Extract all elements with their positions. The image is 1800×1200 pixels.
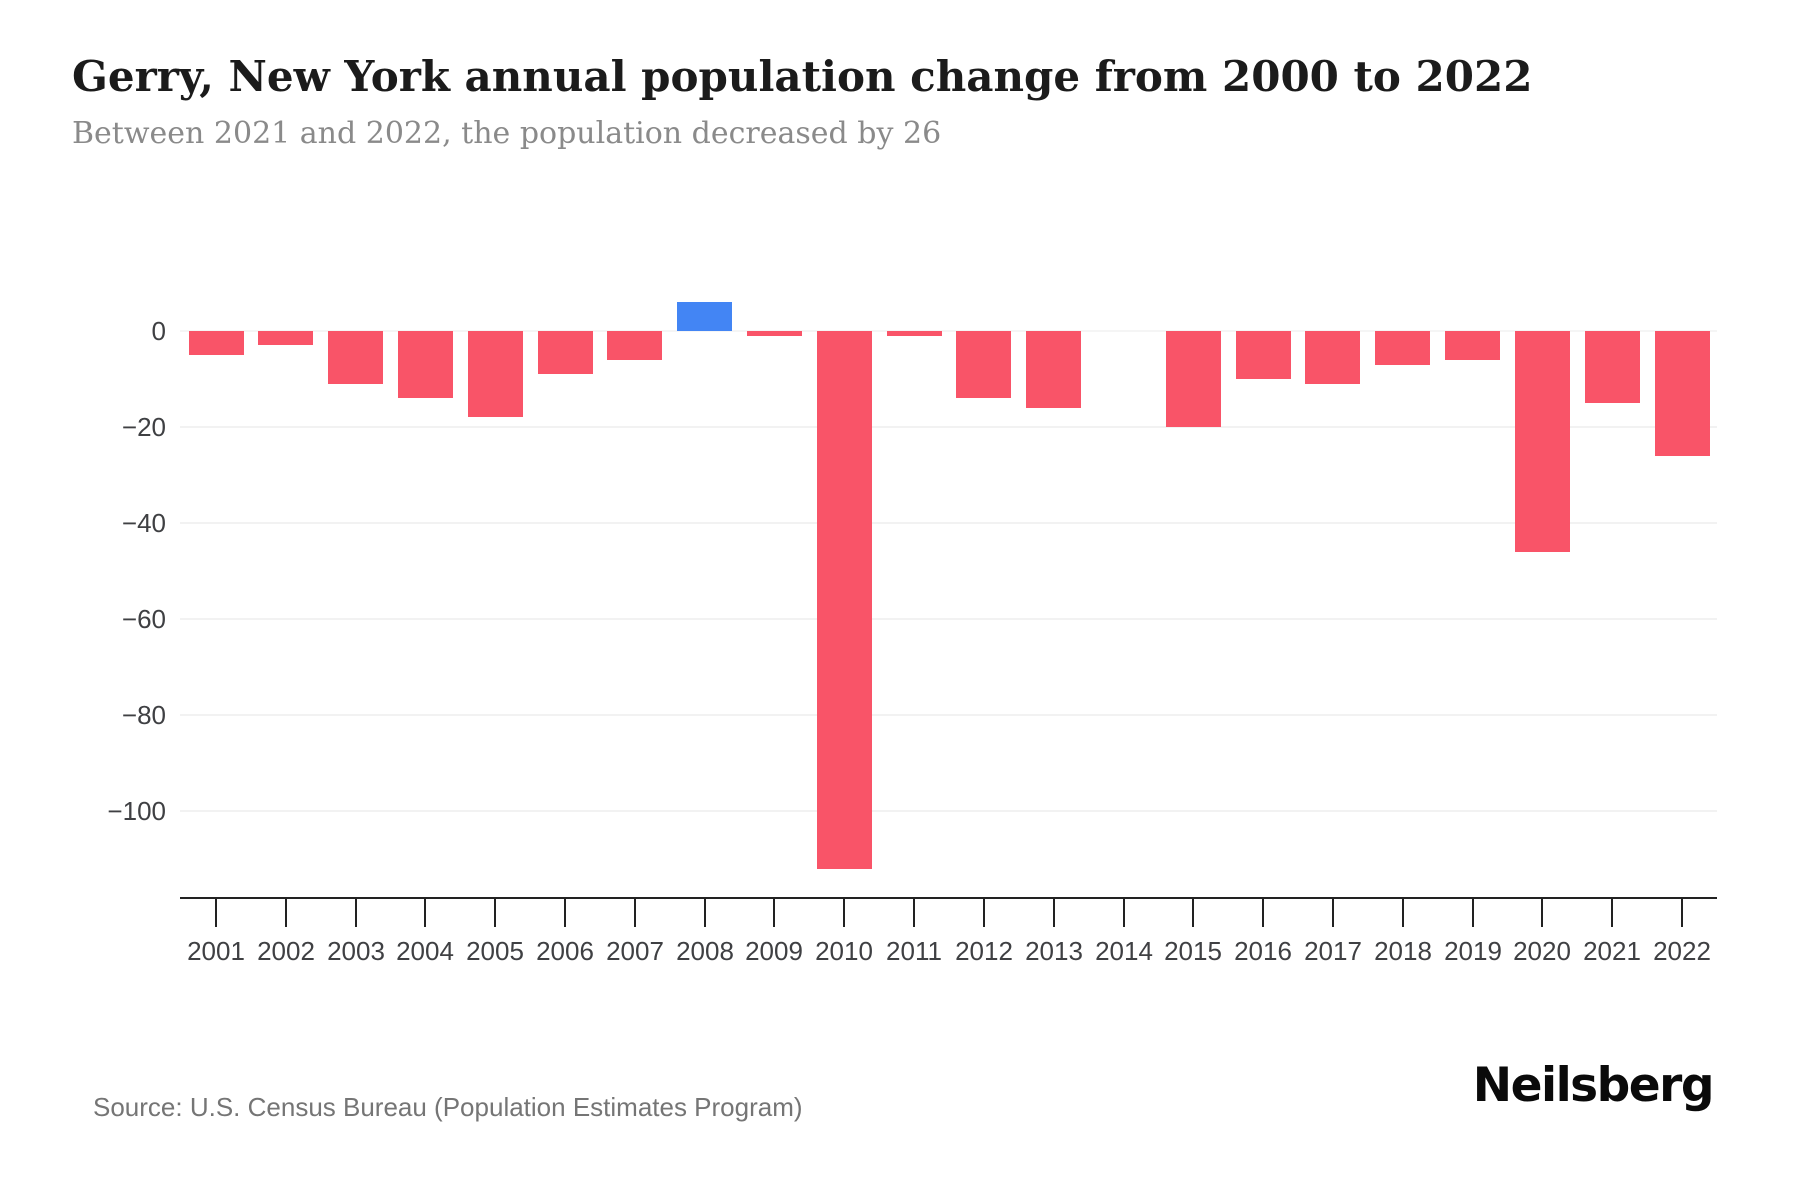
x-axis-tick	[1192, 899, 1194, 927]
bar-2021[interactable]	[1585, 331, 1640, 403]
bar-2003[interactable]	[328, 331, 383, 384]
neilsberg-logo: Neilsberg	[1472, 1058, 1715, 1113]
source-attribution: Source: U.S. Census Bureau (Population E…	[93, 1092, 803, 1122]
y-axis-tick-label: −60	[121, 604, 166, 634]
x-axis-tick-label: 2008	[676, 936, 734, 966]
gridline--60	[180, 618, 1717, 620]
x-axis-tick	[424, 899, 426, 927]
x-axis-tick	[843, 899, 845, 927]
x-axis-tick-label: 2003	[327, 936, 385, 966]
x-axis-tick	[913, 899, 915, 927]
x-axis-tick-label: 2018	[1374, 936, 1432, 966]
x-axis-tick	[355, 899, 357, 927]
bar-2017[interactable]	[1305, 331, 1360, 384]
chart-subtitle: Between 2021 and 2022, the population de…	[72, 116, 942, 151]
gridline--100	[180, 810, 1717, 812]
bar-2012[interactable]	[956, 331, 1011, 398]
x-axis-tick	[215, 899, 217, 927]
chart-title: Gerry, New York annual population change…	[72, 52, 1533, 101]
x-axis-tick	[1402, 899, 1404, 927]
x-axis-tick	[1332, 899, 1334, 927]
bar-2011[interactable]	[887, 331, 942, 336]
x-axis-tick	[494, 899, 496, 927]
bar-2009[interactable]	[747, 331, 802, 336]
bar-2019[interactable]	[1445, 331, 1500, 360]
x-axis-tick-label: 2020	[1513, 936, 1571, 966]
gridline-0	[180, 330, 1717, 332]
bar-2001[interactable]	[189, 331, 244, 355]
x-axis-tick	[285, 899, 287, 927]
bar-2018[interactable]	[1375, 331, 1430, 365]
bar-2006[interactable]	[538, 331, 593, 374]
bar-2004[interactable]	[398, 331, 453, 398]
x-axis-tick-label: 2011	[886, 936, 942, 966]
x-axis-tick-label: 2006	[536, 936, 594, 966]
bar-2013[interactable]	[1026, 331, 1081, 408]
y-axis-tick-label: −40	[121, 508, 166, 538]
x-axis-tick	[1472, 899, 1474, 927]
x-axis-tick-label: 2007	[606, 936, 664, 966]
x-axis-tick	[1541, 899, 1543, 927]
x-axis-tick	[1262, 899, 1264, 927]
y-axis-tick-label: 0	[151, 316, 166, 346]
x-axis-tick-label: 2016	[1234, 936, 1292, 966]
gridline--40	[180, 522, 1717, 524]
y-axis-tick-label: −100	[107, 796, 166, 826]
gridline--20	[180, 426, 1717, 428]
bar-2022[interactable]	[1655, 331, 1710, 456]
bar-2005[interactable]	[468, 331, 523, 417]
bar-2002[interactable]	[258, 331, 313, 345]
x-axis-tick-label: 2014	[1095, 936, 1153, 966]
x-axis-tick-label: 2001	[187, 936, 245, 966]
x-axis-tick-label: 2004	[396, 936, 454, 966]
bar-2016[interactable]	[1236, 331, 1291, 379]
gridline--80	[180, 714, 1717, 716]
x-axis-tick	[983, 899, 985, 927]
x-axis-tick-label: 2017	[1304, 936, 1362, 966]
x-axis-tick-label: 2009	[745, 936, 803, 966]
x-axis-tick-label: 2005	[466, 936, 524, 966]
bar-2015[interactable]	[1166, 331, 1221, 427]
x-axis-tick	[634, 899, 636, 927]
x-axis-tick	[773, 899, 775, 927]
bar-2010[interactable]	[817, 331, 872, 869]
x-axis-tick	[1611, 899, 1613, 927]
x-axis-tick	[564, 899, 566, 927]
x-axis-tick-label: 2021	[1583, 936, 1641, 966]
x-axis-tick-label: 2022	[1653, 936, 1711, 966]
y-axis-tick-label: −20	[121, 412, 166, 442]
x-axis-tick-label: 2013	[1025, 936, 1083, 966]
bar-2020[interactable]	[1515, 331, 1570, 552]
bar-2008[interactable]	[677, 302, 732, 331]
x-axis-tick-label: 2012	[955, 936, 1013, 966]
x-axis-tick-label: 2015	[1164, 936, 1222, 966]
y-axis-tick-label: −80	[121, 700, 166, 730]
x-axis-tick	[1053, 899, 1055, 927]
x-axis-line	[180, 897, 1717, 899]
x-axis-tick-label: 2010	[815, 936, 873, 966]
bar-2007[interactable]	[607, 331, 662, 360]
x-axis-tick	[1681, 899, 1683, 927]
x-axis-tick-label: 2002	[257, 936, 315, 966]
x-axis-tick	[704, 899, 706, 927]
x-axis-tick	[1123, 899, 1125, 927]
x-axis-tick-label: 2019	[1444, 936, 1502, 966]
